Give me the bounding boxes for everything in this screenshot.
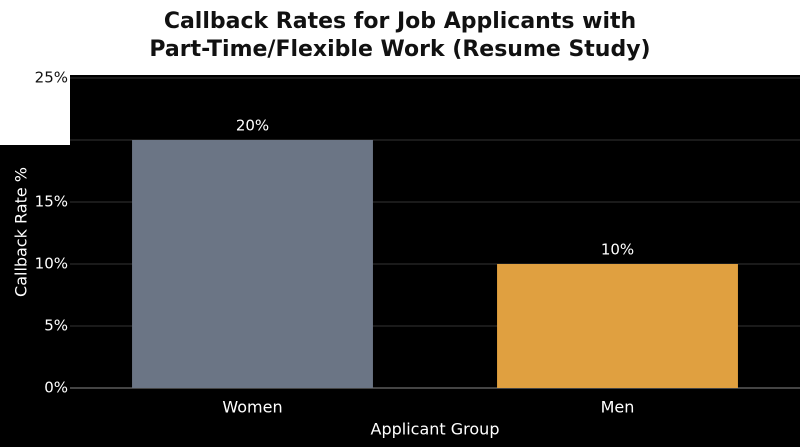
x-tick-label: Men <box>601 398 635 417</box>
chart-subtitle: Part-Time/Flexible Work (Resume Study) <box>149 37 650 62</box>
left-panel <box>0 145 70 447</box>
y-tick-label: 10% <box>35 255 68 273</box>
bar <box>132 140 373 388</box>
y-tick-label: 15% <box>35 193 68 211</box>
x-axis-label: Applicant Group <box>371 420 500 439</box>
value-label: 20% <box>236 117 269 135</box>
value-label: 10% <box>601 241 634 259</box>
chart-title: Callback Rates for Job Applicants with <box>164 9 636 34</box>
y-tick-label: 5% <box>44 317 68 335</box>
y-axis-label: Callback Rate % <box>12 167 31 297</box>
bar <box>497 264 738 388</box>
x-tick-label: Women <box>222 398 282 417</box>
y-tick-label: 0% <box>44 379 68 397</box>
y-tick-label: 25% <box>35 69 68 87</box>
y-tick-label: 20% <box>35 131 68 149</box>
